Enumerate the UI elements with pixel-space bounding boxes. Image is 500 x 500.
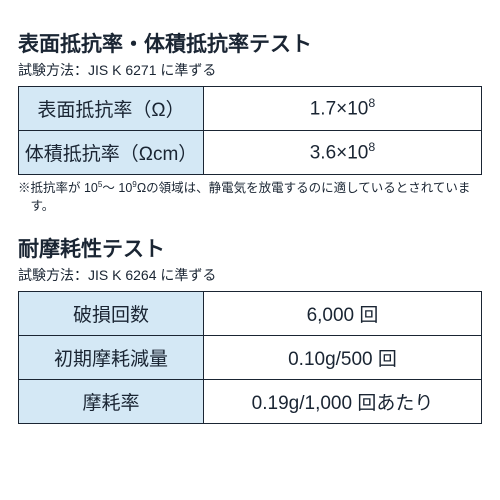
section1-title: 表面抵抗率・体積抵抗率テスト — [18, 28, 482, 58]
row-value: 1.7×108 — [204, 87, 482, 131]
row-value: 0.19g/1,000 回あたり — [204, 380, 482, 424]
table-row: 破損回数 6,000 回 — [19, 292, 482, 336]
table-row: 初期摩耗減量 0.10g/500 回 — [19, 336, 482, 380]
row-value: 6,000 回 — [204, 292, 482, 336]
row-label: 破損回数 — [19, 292, 204, 336]
table-row: 表面抵抗率（Ω） 1.7×108 — [19, 87, 482, 131]
section2-title: 耐摩耗性テスト — [18, 233, 482, 263]
section2-method: 試験方法：JIS K 6264 に準ずる — [18, 265, 482, 285]
footnote: ※抵抗率が 105～ 109Ωの領域は、静電気を放電するのに適しているとされてい… — [18, 179, 482, 215]
row-label: 表面抵抗率（Ω） — [19, 87, 204, 131]
table-row: 摩耗率 0.19g/1,000 回あたり — [19, 380, 482, 424]
table-row: 体積抵抗率（Ωcm） 3.6×108 — [19, 131, 482, 175]
row-label: 体積抵抗率（Ωcm） — [19, 131, 204, 175]
section1-method: 試験方法：JIS K 6271 に準ずる — [18, 60, 482, 80]
row-value: 3.6×108 — [204, 131, 482, 175]
row-value: 0.10g/500 回 — [204, 336, 482, 380]
section2-table: 破損回数 6,000 回 初期摩耗減量 0.10g/500 回 摩耗率 0.19… — [18, 291, 482, 424]
section1-table: 表面抵抗率（Ω） 1.7×108 体積抵抗率（Ωcm） 3.6×108 — [18, 86, 482, 175]
row-label: 摩耗率 — [19, 380, 204, 424]
row-label: 初期摩耗減量 — [19, 336, 204, 380]
